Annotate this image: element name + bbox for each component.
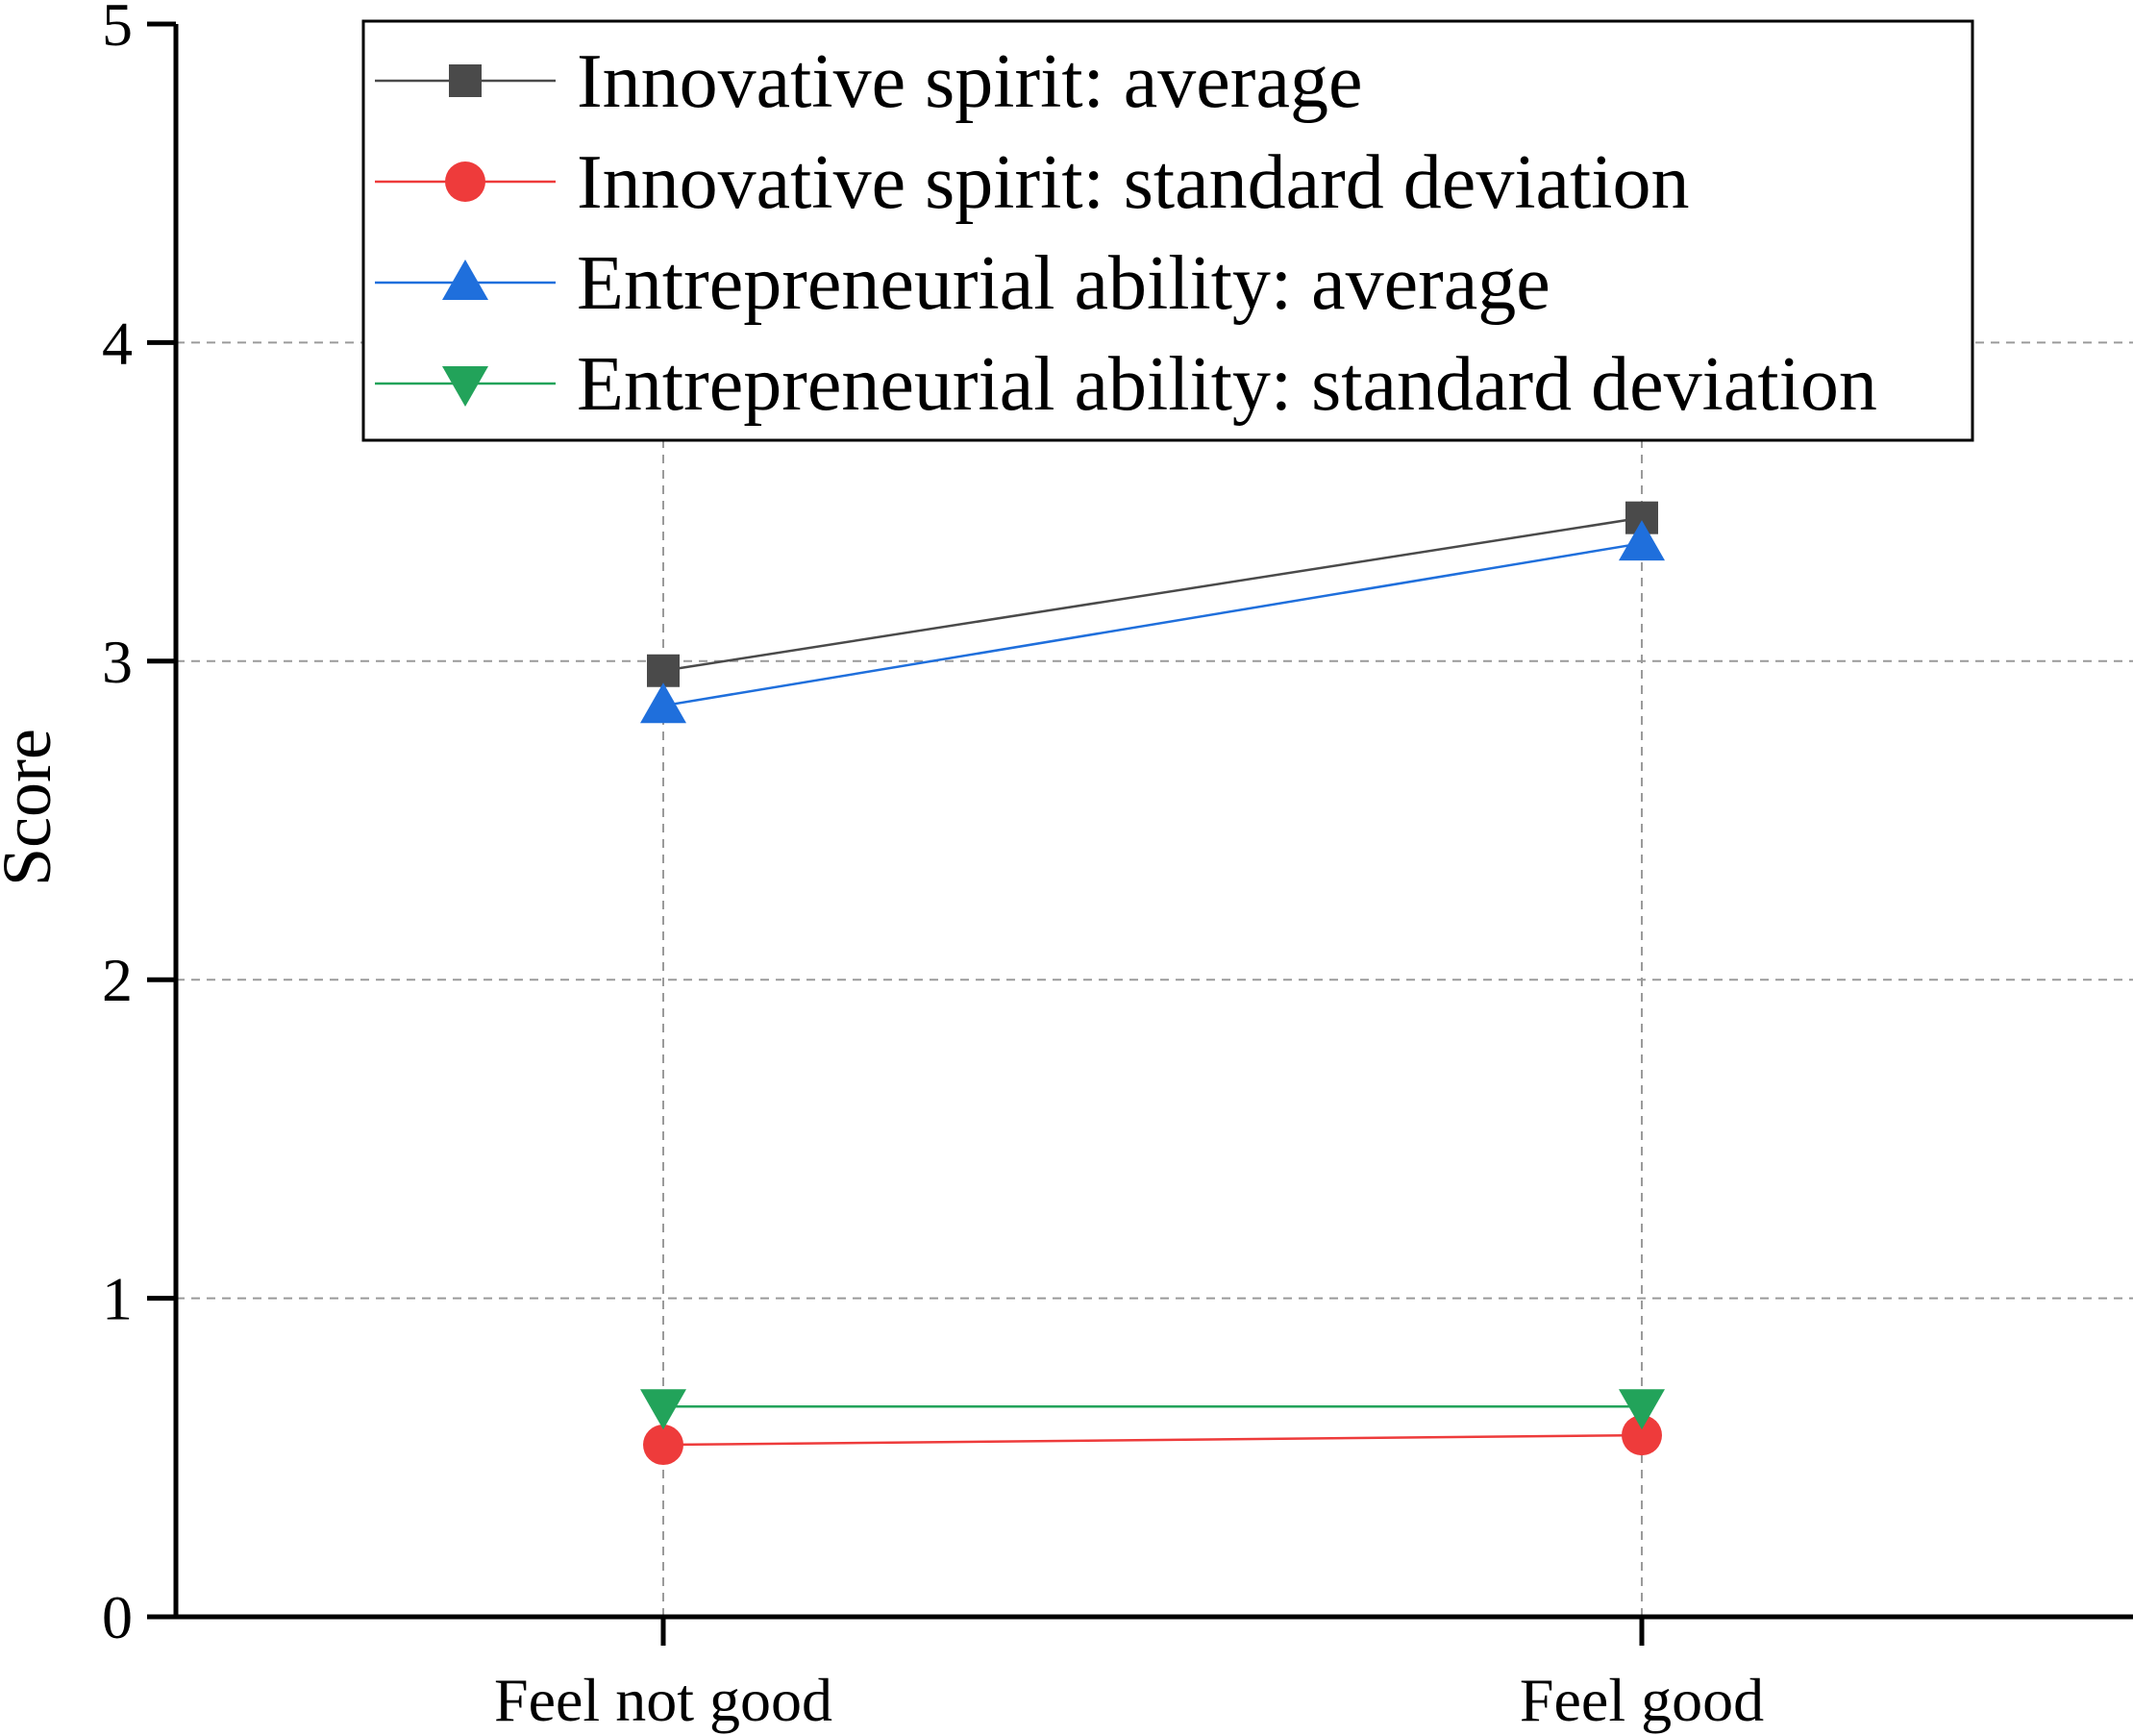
data-point xyxy=(640,1389,686,1430)
legend-box xyxy=(361,19,1974,442)
legend-label: Innovative spirit: average xyxy=(577,39,1362,124)
axes xyxy=(173,24,2133,1620)
x-tick-label: Feel not good xyxy=(494,1666,832,1734)
y-axis-title: Score xyxy=(0,729,65,886)
series-line xyxy=(662,1433,1643,1447)
y-tick-label: 1 xyxy=(102,1265,133,1333)
y-tick-label: 2 xyxy=(102,946,133,1014)
legend-marker xyxy=(449,64,482,97)
legend-marker xyxy=(445,161,485,202)
legend-label: Innovative spirit: standard deviation xyxy=(577,140,1690,225)
data-point xyxy=(1619,520,1665,561)
data-point xyxy=(643,1425,683,1466)
x-tick-label: Feel good xyxy=(1520,1666,1764,1734)
legend-marker xyxy=(442,260,488,300)
y-tick-label: 4 xyxy=(102,309,133,377)
y-axis-ticks: 0 1 2 3 4 5 xyxy=(102,0,176,1651)
series-1 xyxy=(647,501,1658,687)
data-point xyxy=(647,654,680,687)
x-axis-ticks: Feel not good Feel good xyxy=(494,1617,1764,1734)
legend-item: Entrepreneurial ability: average xyxy=(375,241,1550,326)
y-tick-label: 3 xyxy=(102,628,133,696)
series-4 xyxy=(640,1389,1665,1430)
series-line xyxy=(662,541,1643,707)
legend-label: Entrepreneurial ability: standard deviat… xyxy=(577,342,1877,427)
legend-item: Innovative spirit: standard deviation xyxy=(375,140,1690,225)
data-point xyxy=(1622,1415,1662,1456)
data-point xyxy=(640,682,686,724)
series-line xyxy=(662,516,1643,672)
legend-item: Entrepreneurial ability: standard deviat… xyxy=(375,342,1877,427)
legend-item: Innovative spirit: average xyxy=(375,39,1362,124)
y-tick-label: 0 xyxy=(102,1583,133,1651)
y-tick-label: 5 xyxy=(102,0,133,59)
legend-label: Entrepreneurial ability: average xyxy=(577,241,1550,326)
legend-marker xyxy=(442,366,488,407)
legend: Innovative spirit: average Innovative spi… xyxy=(361,19,1974,442)
series-layer xyxy=(640,501,1665,1466)
data-point xyxy=(1619,1389,1665,1430)
series-3 xyxy=(640,520,1665,724)
series-2 xyxy=(643,1415,1662,1466)
